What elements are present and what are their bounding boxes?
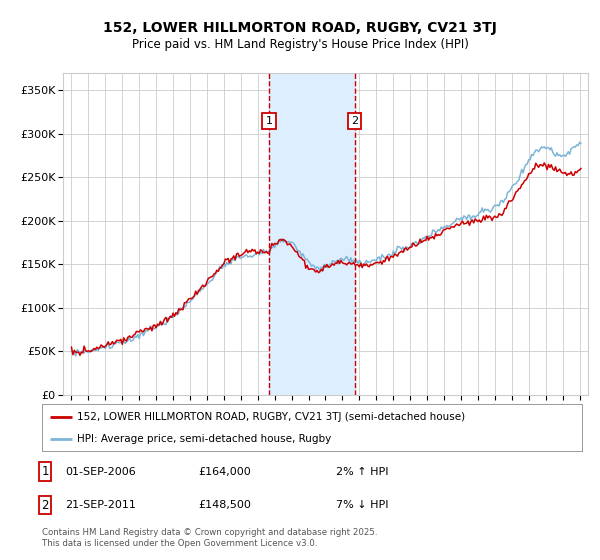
Bar <box>269 73 355 395</box>
Text: Contains HM Land Registry data © Crown copyright and database right 2025.
This d: Contains HM Land Registry data © Crown c… <box>42 528 377 548</box>
Text: 152, LOWER HILLMORTON ROAD, RUGBY, CV21 3TJ: 152, LOWER HILLMORTON ROAD, RUGBY, CV21 … <box>103 21 497 35</box>
Text: HPI: Average price, semi-detached house, Rugby: HPI: Average price, semi-detached house,… <box>77 434 331 444</box>
Text: 01-SEP-2006: 01-SEP-2006 <box>65 466 136 477</box>
Text: 21-SEP-2011: 21-SEP-2011 <box>65 500 136 510</box>
Text: £148,500: £148,500 <box>198 500 251 510</box>
Text: 152, LOWER HILLMORTON ROAD, RUGBY, CV21 3TJ (semi-detached house): 152, LOWER HILLMORTON ROAD, RUGBY, CV21 … <box>77 412 465 422</box>
Text: £164,000: £164,000 <box>198 466 251 477</box>
Text: 1: 1 <box>41 465 49 478</box>
Text: 7% ↓ HPI: 7% ↓ HPI <box>336 500 389 510</box>
Text: 2: 2 <box>41 498 49 512</box>
Text: Price paid vs. HM Land Registry's House Price Index (HPI): Price paid vs. HM Land Registry's House … <box>131 38 469 52</box>
Text: 2% ↑ HPI: 2% ↑ HPI <box>336 466 389 477</box>
Text: 2: 2 <box>351 116 358 125</box>
Text: 1: 1 <box>266 116 272 125</box>
